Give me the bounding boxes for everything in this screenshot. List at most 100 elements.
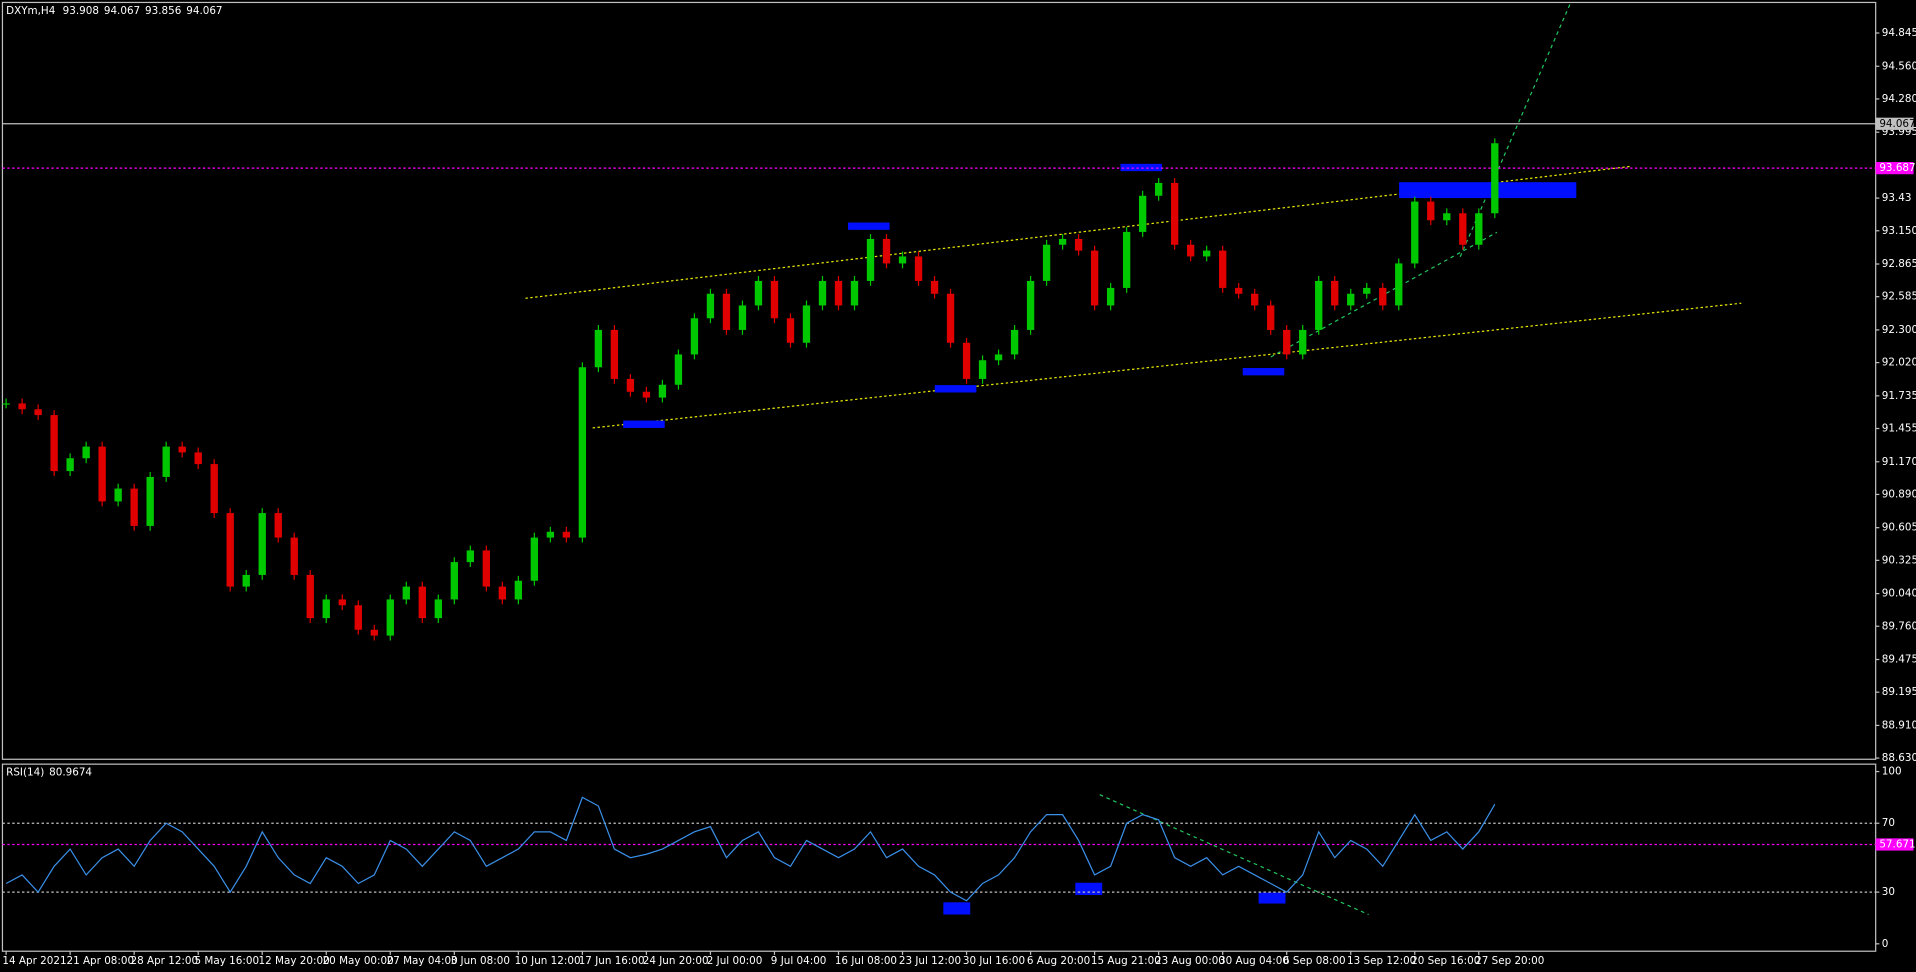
x-tick-label: 6 Aug 20:00: [1027, 955, 1090, 967]
y-tick-label: 0: [1882, 938, 1889, 950]
y-tick-label: 92.300: [1882, 324, 1916, 336]
candle: [818, 280, 827, 306]
marker-box: [1242, 368, 1285, 376]
candle: [1154, 182, 1163, 196]
level-tag-label: 57.6718: [1879, 838, 1916, 850]
drawings: [525, 3, 1742, 916]
candle: [1283, 329, 1291, 355]
candle: [322, 599, 330, 619]
candle: [770, 280, 779, 319]
candle: [546, 531, 555, 538]
candle: [1331, 280, 1339, 306]
candle: [498, 586, 507, 600]
rsi-line: [5, 796, 1496, 902]
candle: [402, 586, 410, 600]
y-tick-label: 30: [1882, 886, 1895, 898]
candle: [1170, 182, 1179, 245]
candle: [914, 256, 923, 281]
candle: [1395, 263, 1403, 306]
candle: [1491, 143, 1499, 214]
price-pane: [1, 1, 1877, 760]
candle: [978, 360, 987, 379]
resistance-zone: [1399, 182, 1577, 199]
x-tick-label: 10 Jun 12:00: [515, 955, 581, 967]
x-tick-label: 27 May 04:00: [387, 955, 458, 967]
candle: [754, 280, 763, 306]
x-tick-label: 23 Aug 00:00: [1155, 955, 1225, 967]
candle: [642, 391, 651, 398]
y-tick-label: 89.760: [1882, 620, 1916, 632]
candle: [338, 599, 346, 606]
candle: [1427, 201, 1435, 221]
rsi-marker-box: [1258, 892, 1286, 904]
rsi-marker-box: [1075, 882, 1103, 895]
candle: [178, 446, 186, 453]
marker-box: [1120, 163, 1163, 172]
level-tag-label: 93.687: [1879, 162, 1915, 174]
candle: [1379, 287, 1387, 306]
rsi-header: RSI(14) 80.9674: [6, 767, 92, 779]
marker-box: [934, 385, 977, 393]
candle: [722, 293, 731, 330]
candle: [98, 446, 106, 502]
candle: [18, 403, 26, 410]
y-tick-label: 94.560: [1882, 60, 1916, 72]
candle: [786, 318, 795, 343]
trend-line: [1270, 231, 1498, 358]
candle: [370, 629, 378, 636]
candle: [274, 513, 282, 538]
candle: [1411, 201, 1419, 264]
y-tick-label: 92.585: [1882, 291, 1916, 303]
y-tick-label: 100: [1882, 766, 1902, 778]
candle: [1090, 250, 1099, 306]
candle: [850, 280, 859, 306]
x-tick-label: 14 Apr 2021: [2, 955, 66, 967]
candle: [1235, 287, 1243, 294]
candle: [562, 531, 571, 538]
level-tag: [1875, 161, 1914, 175]
close: 94.067: [186, 5, 222, 17]
candle: [866, 238, 875, 281]
rsi-marker-box: [943, 902, 971, 915]
candle: [1475, 213, 1483, 245]
candle: [450, 562, 458, 600]
x-tick-label: 9 Jul 04:00: [771, 955, 827, 967]
candle: [626, 378, 635, 392]
rsi-title: RSI(14): [6, 767, 44, 779]
candle: [194, 452, 202, 465]
high: 94.067: [104, 5, 140, 17]
x-tick-label: 23 Jul 12:00: [899, 955, 961, 967]
candle: [610, 329, 619, 379]
candle: [1459, 213, 1467, 245]
candle: [306, 574, 314, 619]
candle: [930, 280, 939, 294]
candle: [130, 488, 138, 526]
candle: [1010, 329, 1019, 355]
candle: [1347, 293, 1355, 306]
candle: [82, 446, 90, 459]
candle: [706, 293, 715, 319]
candle: [1299, 329, 1307, 355]
level-tag-label: 94.067: [1879, 118, 1915, 130]
x-tick-label: 30 Jul 16:00: [963, 955, 1025, 967]
low: 93.856: [145, 5, 181, 17]
candle: [2, 403, 10, 405]
candle: [162, 446, 170, 477]
x-tick-label: 12 May 20:00: [259, 955, 330, 967]
candle: [418, 586, 426, 619]
candle: [114, 488, 122, 502]
candle: [1363, 287, 1371, 294]
y-tick-label: 92.020: [1882, 357, 1916, 369]
candle: [1106, 287, 1115, 306]
candle: [210, 464, 218, 514]
candle: [66, 458, 74, 472]
x-tick-label: 20 May 00:00: [323, 955, 394, 967]
x-tick-label: 5 May 16:00: [195, 955, 260, 967]
candle: [594, 329, 603, 368]
x-tick-label: 2 Jul 00:00: [707, 955, 763, 967]
open: 93.908: [63, 5, 99, 17]
channel-lower: [592, 302, 1742, 429]
y-tick-label: 91.455: [1882, 423, 1916, 435]
